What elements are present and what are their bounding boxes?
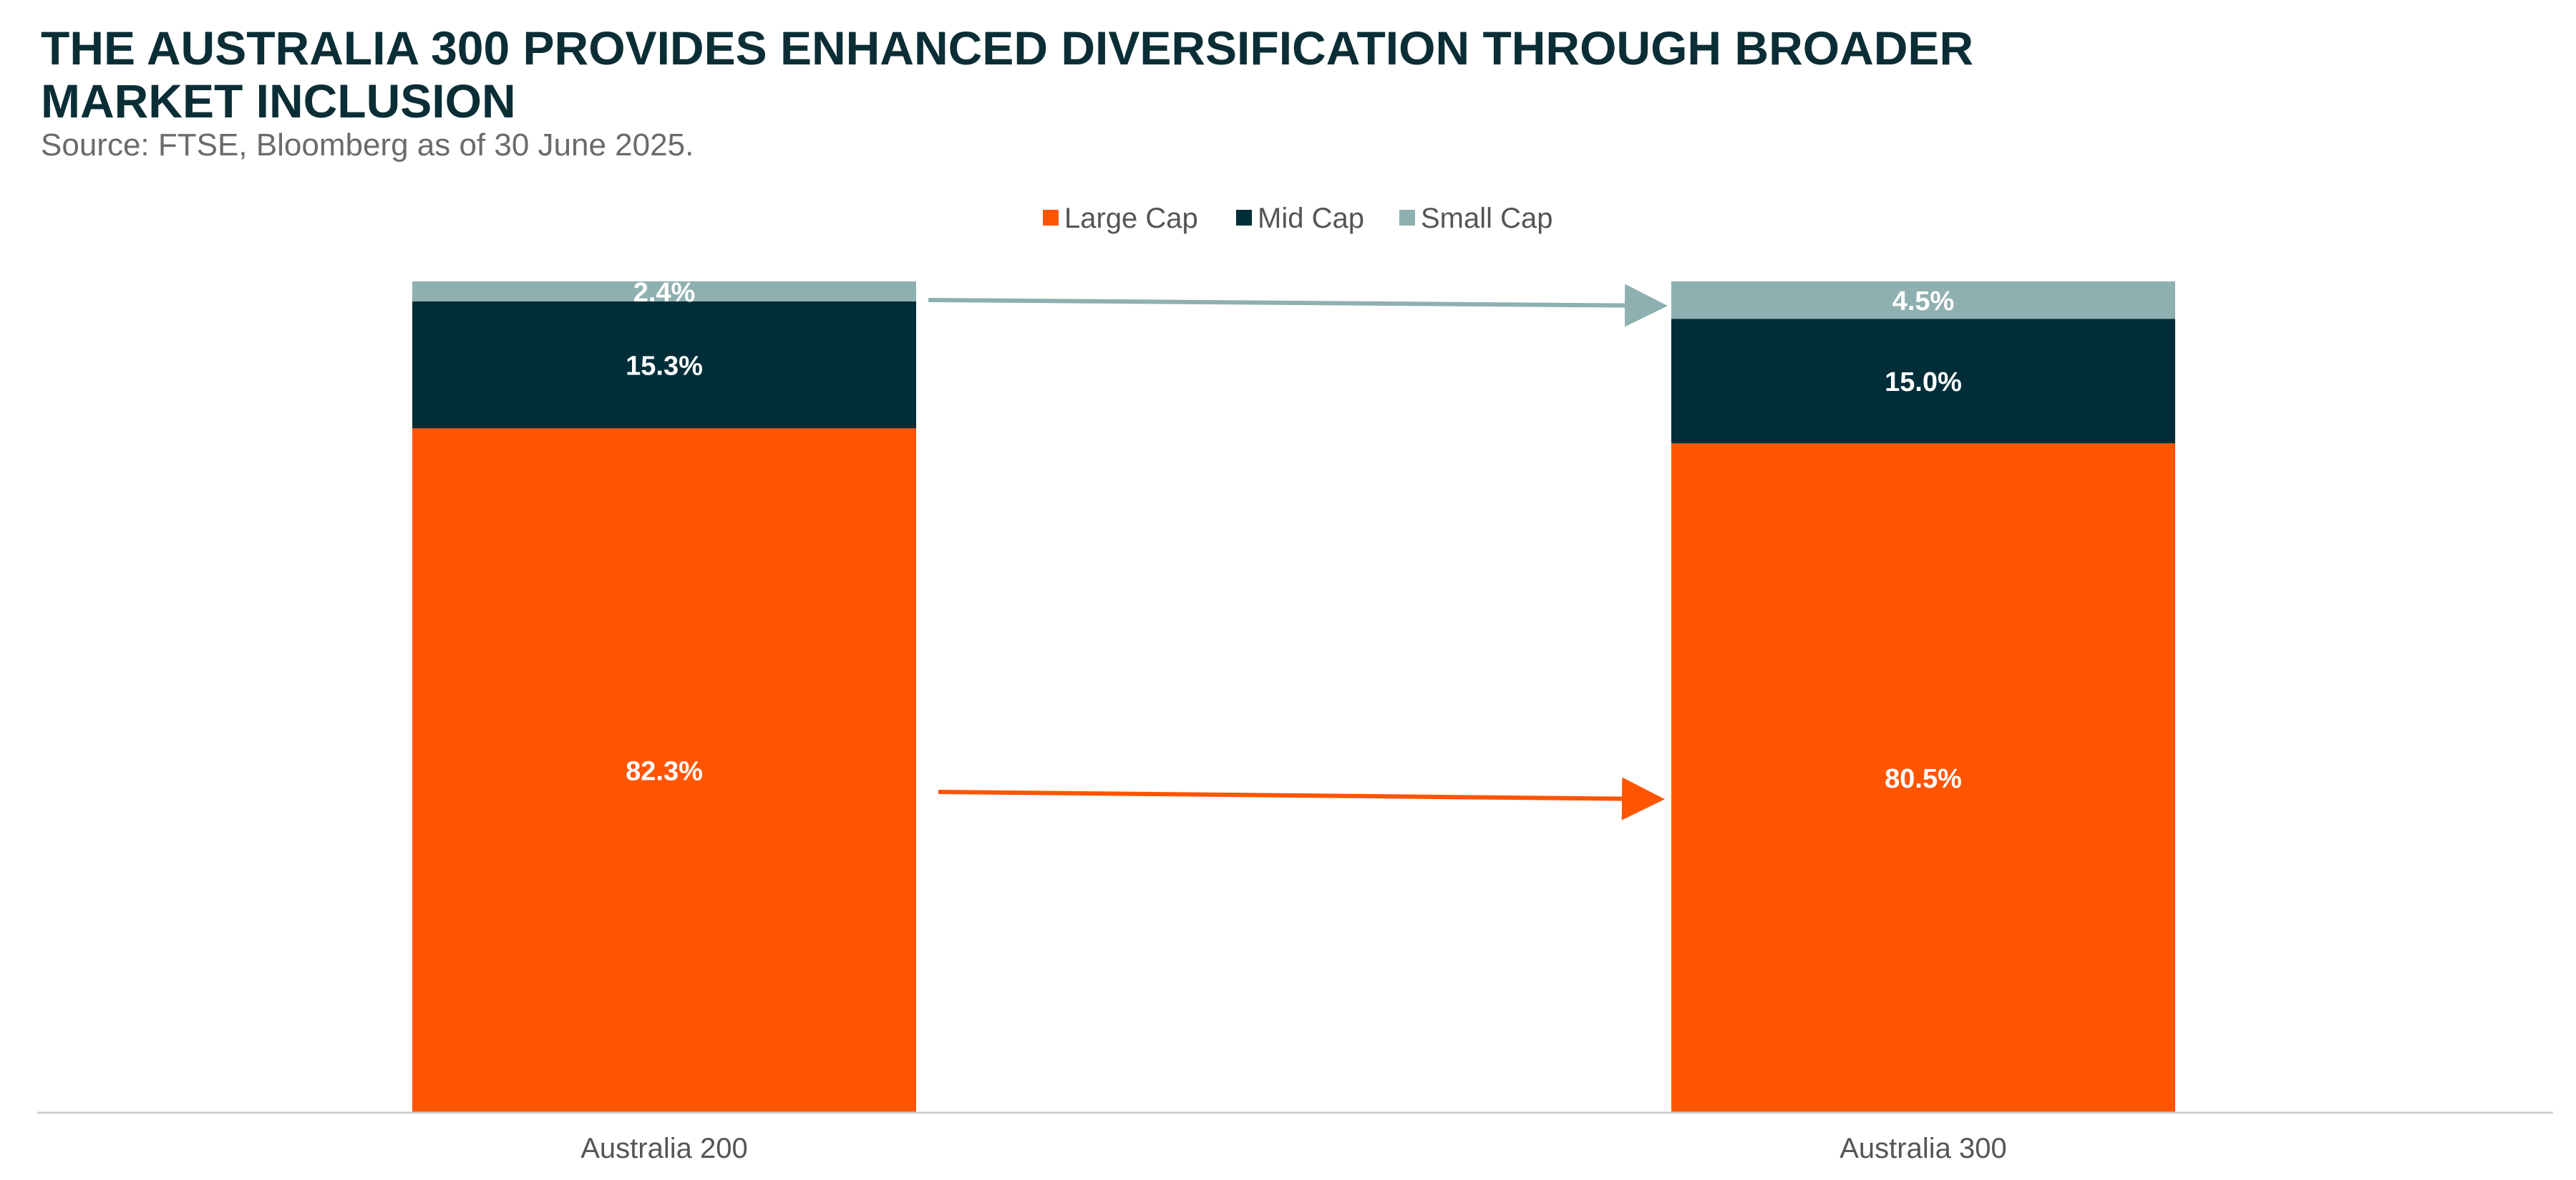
bar-mid-cap-australia-200	[412, 301, 916, 429]
chart-title: THE AUSTRALIA 300 PROVIDES ENHANCED DIVE…	[41, 21, 1974, 127]
data-label: 82.3%	[626, 757, 703, 787]
bar-large-cap-australia-200	[412, 428, 916, 1112]
annotation-arrows-group	[928, 284, 1668, 821]
legend-item: Small Cap	[1399, 203, 1553, 234]
bar-small-cap-australia-300	[1671, 281, 2175, 319]
chart-source: Source: FTSE, Bloomberg as of 30 June 20…	[41, 127, 694, 163]
data-label: 4.5%	[1892, 286, 1955, 316]
legend: Large Cap Mid Cap Small Cap	[1043, 203, 1553, 234]
data-label: 80.5%	[1885, 764, 1962, 794]
legend-item: Large Cap	[1043, 203, 1198, 234]
legend-swatch	[1043, 210, 1059, 226]
x-tick-label: Australia 300	[1839, 1133, 2006, 1164]
legend-swatch	[1236, 210, 1252, 226]
legend-label: Small Cap	[1421, 203, 1553, 234]
legend-item: Mid Cap	[1236, 203, 1364, 234]
data-label: 2.4%	[633, 278, 696, 308]
large-cap-arrow	[938, 777, 1665, 821]
bar-small-cap-australia-200	[412, 281, 916, 301]
bars-group	[412, 281, 2175, 1112]
data-labels-group: 82.3% 15.3% 2.4% 80.5% 15.0% 4.5%	[626, 278, 1962, 794]
legend-swatch	[1399, 210, 1415, 226]
x-tick-labels-group: Australia 200 Australia 300	[580, 1133, 2006, 1164]
small-cap-arrow	[928, 284, 1668, 327]
x-tick-label: Australia 200	[580, 1133, 747, 1164]
data-label: 15.3%	[626, 352, 703, 382]
legend-label: Large Cap	[1064, 203, 1198, 234]
bar-mid-cap-australia-300	[1671, 319, 2175, 444]
legend-label: Mid Cap	[1258, 203, 1364, 234]
bar-large-cap-australia-300	[1671, 443, 2175, 1112]
data-label: 15.0%	[1885, 367, 1962, 397]
